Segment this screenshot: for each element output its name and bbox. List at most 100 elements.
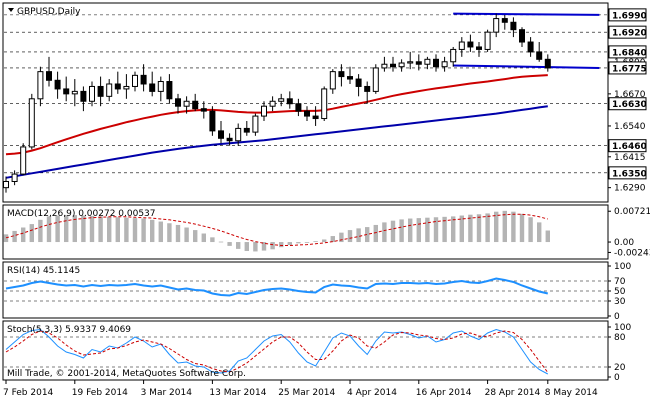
trendlines[interactable]: [453, 12, 600, 69]
macd-bar: [261, 242, 267, 251]
macd-bar: [253, 242, 258, 252]
macd-bar: [287, 242, 292, 246]
copyright-footer: Mill Trade, © 2001-2014, MetaQuotes Soft…: [7, 369, 246, 379]
macd-bar: [167, 223, 172, 243]
candle-body-bear: [286, 98, 293, 105]
time-axis-label: 16 Apr 2014: [416, 388, 472, 398]
macd-bar: [485, 213, 490, 243]
candle-body-bull: [372, 67, 379, 92]
candle-body-bear: [476, 46, 482, 50]
candle-body-bull: [132, 74, 138, 87]
macd-signal-line: [5, 213, 548, 246]
macd-bar: [81, 215, 86, 243]
macd-histogram: [3, 210, 550, 252]
candle-body-bear: [390, 63, 396, 68]
candle-body-bull: [183, 100, 190, 107]
candle-body-bear: [209, 110, 216, 132]
price-axis-label: 1.6670: [614, 90, 646, 100]
price-level-box: [608, 61, 647, 75]
macd-bar: [390, 220, 396, 243]
candle-body-bull: [458, 41, 465, 50]
macd-bar: [537, 222, 542, 243]
rsi-axis-label: 30: [614, 297, 626, 307]
candle-body-bull: [407, 61, 414, 64]
macd-bar: [270, 242, 275, 250]
candle-body-bear: [243, 127, 250, 133]
candle-body-bear: [97, 85, 104, 97]
chart-title: GBPUSD,Daily: [8, 7, 81, 17]
macd-bar: [322, 239, 327, 243]
macd-axis-label: 0.00: [614, 238, 634, 248]
candle-body-bear: [149, 83, 156, 92]
macd-bar: [46, 216, 52, 243]
macd-bar: [3, 234, 9, 243]
candle-body-bull: [321, 88, 328, 120]
candle-body-bear: [295, 103, 302, 112]
candle-body-bull: [450, 48, 457, 63]
price-level-box: [608, 139, 647, 153]
price-level-box: [608, 8, 647, 22]
macd-bar: [304, 242, 310, 243]
chart-title-text: GBPUSD,Daily: [17, 7, 81, 17]
candlesticks: [3, 13, 551, 193]
rsi-path: [5, 277, 549, 297]
macd-bar: [98, 216, 103, 243]
candle-body-bear: [364, 85, 371, 92]
rsi-panel-frame: [2, 261, 609, 319]
candle-body-bull: [441, 61, 448, 68]
stoch-label: Stoch(5,3,3) 5.9337 9.4069: [7, 325, 131, 335]
candle-body-bear: [46, 71, 52, 81]
price-level-box: [608, 25, 647, 39]
macd-bar: [382, 222, 387, 243]
candle-body-bear: [467, 41, 474, 48]
macd-bar: [201, 233, 206, 243]
price-level-label: 1.6350: [612, 169, 647, 179]
rsi-axis-label: 70: [614, 277, 626, 287]
macd-bar: [124, 217, 129, 243]
price-level-box: [608, 97, 647, 111]
macd-panel: 0.00721 0.00-0.00243 MACD(12,26,9) 0.0027…: [2, 204, 650, 260]
macd-bar: [158, 221, 163, 243]
candle-body-bull: [261, 105, 267, 117]
macd-bar: [433, 217, 439, 243]
time-axis-label: 25 Mar 2014: [278, 388, 335, 398]
rsi-axis-label: 50: [614, 287, 626, 297]
candle-body-bull: [28, 98, 35, 148]
candle-body-bull: [484, 31, 491, 50]
macd-bar: [528, 217, 533, 243]
candle-body-bull: [106, 83, 113, 97]
candle-body-bull: [269, 100, 276, 107]
candle-body-bear: [226, 137, 233, 142]
stoch-level-lines: [4, 336, 608, 368]
candle-body-bear: [544, 58, 551, 69]
macd-bar: [107, 216, 112, 243]
macd-bar: [193, 230, 198, 243]
triangle-down-icon[interactable]: [8, 8, 14, 12]
candle-body-bull: [3, 180, 9, 189]
macd-bar: [236, 242, 241, 249]
macd-bar: [279, 242, 284, 248]
candle-body-bear: [175, 98, 181, 107]
macd-bar: [150, 219, 155, 243]
macd-bar: [38, 219, 43, 243]
macd-bar: [21, 227, 26, 243]
candle-body-bull: [278, 98, 285, 102]
price-level-label: 1.6920: [612, 29, 647, 39]
moving-average-lines: [5, 74, 548, 179]
candle-body-bear: [433, 58, 439, 68]
candle-body-bear: [347, 76, 353, 80]
time-axis-label: 3 Mar 2014: [141, 388, 193, 398]
macd-bar: [218, 241, 224, 243]
candle-body-bear: [312, 115, 319, 120]
price-panel: 1.66701.65401.64151.62901.68001.69901.69…: [2, 2, 647, 203]
price-level-box: [608, 45, 647, 59]
ma-fast-line: [5, 74, 548, 156]
price-level-lines: [4, 14, 608, 174]
time-axis: 7 Feb 2014 19 Feb 2014 3 Mar 2014 13 Mar 20…: [3, 380, 598, 398]
candle-body-bear: [166, 81, 173, 100]
macd-bar: [313, 241, 318, 243]
macd-bar: [175, 224, 181, 243]
